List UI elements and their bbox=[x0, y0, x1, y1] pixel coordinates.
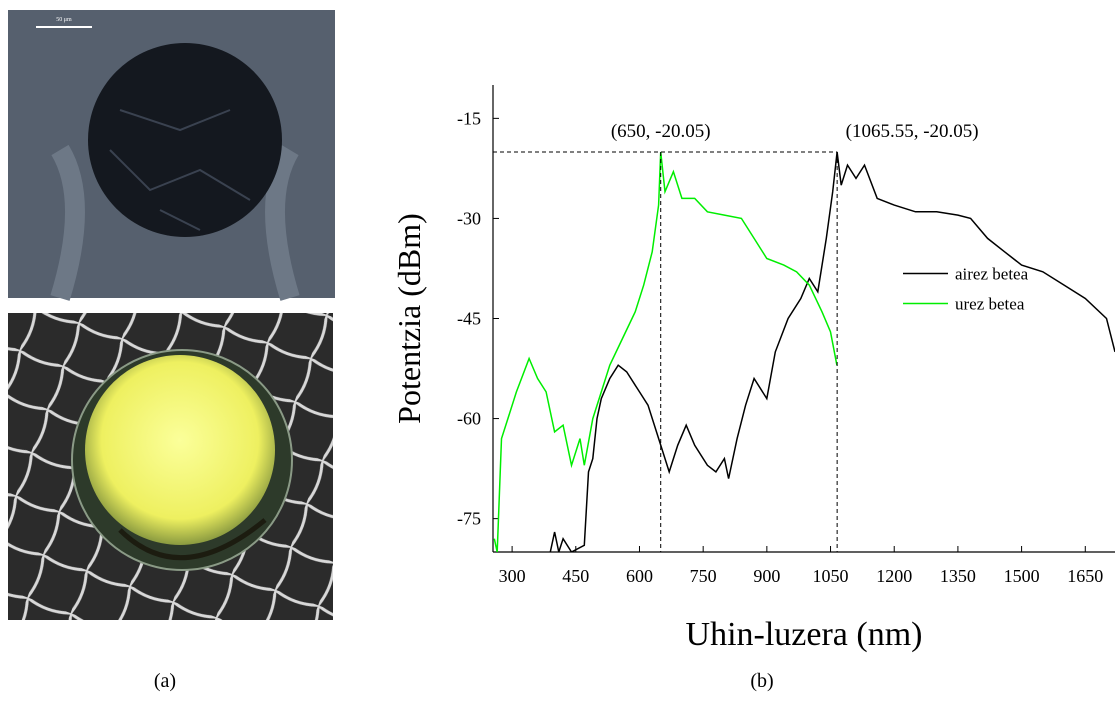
x-tick-label: 600 bbox=[626, 566, 653, 586]
data-line bbox=[493, 151, 838, 552]
annotation: (650, -20.05) bbox=[611, 121, 711, 142]
x-tick-label: 1200 bbox=[876, 566, 912, 586]
plot-area bbox=[493, 151, 1115, 552]
y-axis-label: Potentzia (dBm) bbox=[391, 213, 427, 424]
annotation: (1065.55, -20.05) bbox=[846, 121, 979, 142]
y-tick-label: -15 bbox=[457, 108, 481, 128]
y-tick-label: -75 bbox=[457, 509, 481, 529]
y-tick-label: -45 bbox=[457, 309, 481, 329]
caption: (b) bbox=[750, 670, 773, 692]
x-tick-label: 1050 bbox=[813, 566, 849, 586]
legend-label: urez betea bbox=[955, 295, 1025, 314]
data-line bbox=[549, 151, 1115, 552]
x-tick-label: 900 bbox=[753, 566, 780, 586]
caption: (a) bbox=[154, 670, 176, 692]
x-tick-label: 300 bbox=[499, 566, 526, 586]
x-tick-label: 1650 bbox=[1067, 566, 1103, 586]
x-tick-label: 450 bbox=[562, 566, 589, 586]
scale-bar-label: 50 μm bbox=[56, 17, 72, 23]
chart: -75 -60 -45 -30 -15 300 450 600 750 900 1050 1200 13… bbox=[391, 85, 1115, 653]
micrograph-a: 50 μm bbox=[8, 10, 335, 301]
x-axis-label: Uhin-luzera (nm) bbox=[686, 616, 923, 653]
micrograph-b bbox=[8, 313, 333, 620]
legend-label: airez betea bbox=[955, 265, 1029, 284]
x-tick-label: 1350 bbox=[940, 566, 976, 586]
x-tick-label: 1500 bbox=[1004, 566, 1040, 586]
x-tick-label: 750 bbox=[690, 566, 717, 586]
y-tick-label: -30 bbox=[457, 208, 481, 228]
y-tick-label: -60 bbox=[457, 409, 481, 429]
